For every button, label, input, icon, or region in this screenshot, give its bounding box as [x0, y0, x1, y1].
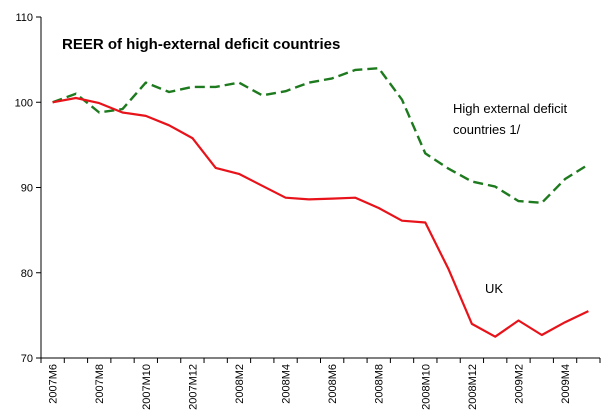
- series-layer: [52, 66, 590, 338]
- x-tick-label: 2009M2: [513, 364, 525, 404]
- x-tick-label: 2008M2: [234, 364, 246, 404]
- y-tick-label: 80: [21, 268, 33, 280]
- x-tick-label: 2007M6: [48, 364, 60, 404]
- y-tick-label: 110: [15, 12, 33, 24]
- series-line-high-external-deficit: [52, 66, 590, 205]
- annotation-high-deficit-line1: High external deficit: [453, 101, 568, 116]
- x-tick-label: 2007M10: [141, 364, 153, 410]
- chart-title: REER of high-external deficit countries: [62, 36, 340, 53]
- x-tick-label: 2009M4: [560, 364, 572, 404]
- x-tick-label: 2008M6: [327, 364, 339, 404]
- y-axis: 70 80 90 100 110: [15, 12, 42, 365]
- x-tick-label: 2007M12: [187, 364, 199, 410]
- annotation-uk: UK: [485, 281, 503, 296]
- annotation-high-deficit-line2: countries 1/: [453, 122, 521, 137]
- x-tick-label: 2008M12: [467, 364, 479, 410]
- x-tick-label: 2007M8: [94, 364, 106, 404]
- y-tick-label: 90: [21, 183, 33, 195]
- x-tick-label: 2008M10: [420, 364, 432, 410]
- x-tick-label: 2008M8: [374, 364, 386, 404]
- series-line-uk: [52, 96, 589, 338]
- x-axis: 2007M6 2007M8 2007M10 2007M12 2008M2 2008M4 20…: [40, 357, 601, 410]
- y-tick-label: 100: [15, 97, 33, 109]
- x-tick-label: 2008M4: [281, 364, 293, 404]
- y-tick-label: 70: [21, 353, 33, 365]
